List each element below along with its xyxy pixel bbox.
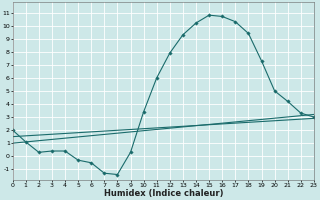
X-axis label: Humidex (Indice chaleur): Humidex (Indice chaleur): [103, 189, 223, 198]
